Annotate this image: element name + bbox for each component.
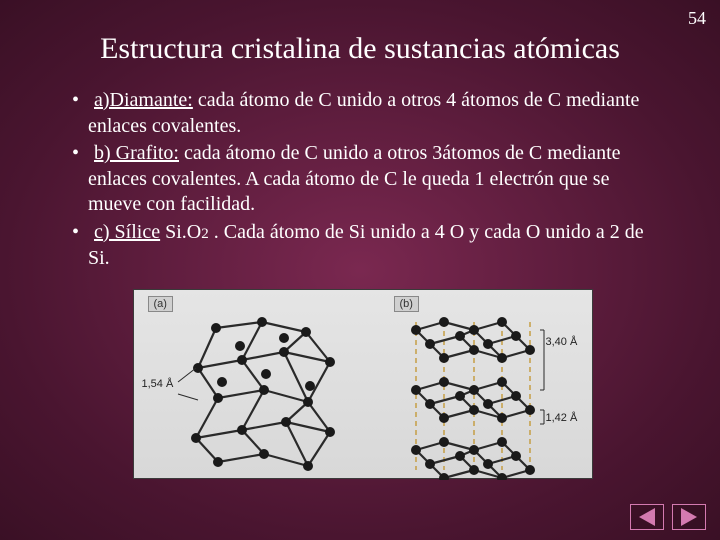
bullet-item: b) Grafito: cada átomo de C unido a otro… (60, 141, 665, 218)
term-silice: c) Sílice (94, 221, 160, 243)
content-area: a)Diamante: cada átomo de C unido a otro… (0, 88, 720, 479)
subscript: 2 (201, 226, 209, 242)
term-grafito: b) Grafito: (94, 142, 179, 164)
nav-arrows (630, 504, 706, 530)
crystal-structure-figure: (a) (b) 1,54 Å 3,40 Å 1,42 Å (133, 289, 593, 479)
panel-a-label: (a) (148, 296, 173, 312)
prev-button[interactable] (630, 504, 664, 530)
slide-title: Estructura cristalina de sustancias atóm… (0, 0, 720, 88)
panel-b-label: (b) (394, 296, 419, 312)
next-button[interactable] (672, 504, 706, 530)
page-number: 54 (688, 8, 706, 29)
bullet-text: Si.O (160, 221, 201, 243)
bond-length-graphite-intralayer: 1,42 Å (546, 412, 578, 424)
arrow-left-icon (639, 508, 655, 526)
figure-container: (a) (b) 1,54 Å 3,40 Å 1,42 Å (60, 289, 665, 479)
bond-length-graphite-interlayer: 3,40 Å (546, 336, 578, 348)
bullet-item: a)Diamante: cada átomo de C unido a otro… (60, 88, 665, 139)
term-diamante: a)Diamante: (94, 89, 193, 111)
bullet-list: a)Diamante: cada átomo de C unido a otro… (60, 88, 665, 271)
bond-length-diamond: 1,54 Å (142, 378, 174, 390)
bullet-item: c) Sílice Si.O2 . Cada átomo de Si unido… (60, 220, 665, 271)
arrow-right-icon (681, 508, 697, 526)
